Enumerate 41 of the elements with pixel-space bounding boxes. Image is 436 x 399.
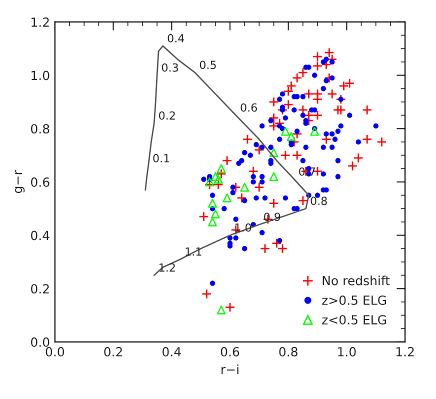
y-tick-label: 1.0 [32,70,50,80]
x-tick-label: 1.0 [338,347,356,356]
annotation: 0.2 [159,111,175,120]
annotation: 0.6 [240,103,257,112]
y-tick-label: 1.2 [32,17,49,27]
y-axis-title: g−r [15,170,25,194]
x-tick-label: 0.6 [220,347,240,356]
point [214,174,223,184]
y-tick-label: 0.4 [31,230,50,240]
y-tick-label: 0.6 [31,177,50,187]
point [269,172,278,182]
legend-label: z>0.5 ELG [322,295,386,305]
point [210,210,220,218]
point [216,164,226,174]
point [210,172,220,182]
point [208,218,217,226]
point [280,126,290,136]
point [216,306,226,314]
x-tick-label: 0.2 [104,347,122,356]
annotation: 0.5 [200,60,216,70]
x-axis-title: r−i [222,364,238,374]
x-tick-label: 1.2 [396,347,414,356]
annotation: 0.4 [168,34,184,42]
legend-label: No redshift [322,276,390,286]
y-tick-label: 0.8 [31,124,50,134]
x-tick-label: 0.4 [162,347,181,356]
x-tick-label: 0.0 [46,347,64,356]
point [222,194,232,202]
point [269,148,278,158]
point [310,126,320,136]
annotation: 0.3 [162,63,178,72]
y-tick-label: 0.0 [31,337,50,347]
point [208,198,217,208]
point [240,182,250,192]
annotation: 0.1 [153,154,170,162]
point [205,178,214,186]
y-tick-label: 0.2 [31,284,49,294]
x-tick-label: 0.8 [279,347,298,356]
legend-label: z<0.5 ELG [322,315,386,325]
annotation: 0.8 [310,196,327,206]
point [286,132,296,142]
